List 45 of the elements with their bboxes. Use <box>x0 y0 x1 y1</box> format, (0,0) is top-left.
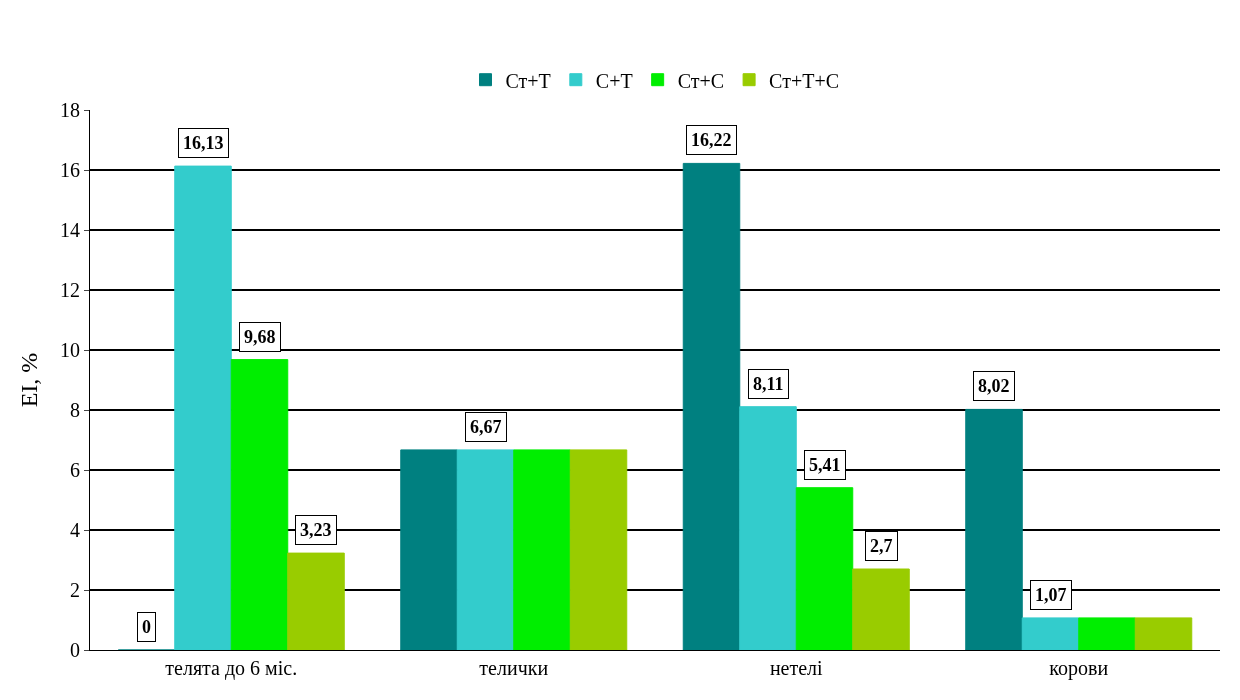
data-label: 3,23 <box>300 520 332 540</box>
y-tick-label: 2 <box>70 579 80 601</box>
legend-label: С+Т <box>595 69 633 92</box>
bar <box>852 568 910 650</box>
data-label: 8,02 <box>978 376 1010 396</box>
bar <box>795 487 854 650</box>
x-tick-label: телички <box>479 657 549 679</box>
y-tick-label: 10 <box>60 339 80 361</box>
y-tick-label: 16 <box>60 159 80 181</box>
bar <box>287 552 345 650</box>
bar <box>682 162 741 650</box>
bar <box>1134 617 1193 650</box>
x-tick-label: телята до 6 міс. <box>165 657 298 680</box>
y-tick-label: 12 <box>60 279 80 301</box>
bar <box>174 165 232 650</box>
data-label: 9,68 <box>244 327 276 347</box>
x-tick-label: корови <box>1049 657 1109 680</box>
y-tick-label: 4 <box>70 519 80 541</box>
bar <box>230 359 289 650</box>
bar <box>400 449 458 650</box>
legend-label: Ст+С <box>677 69 725 92</box>
bar <box>1078 617 1136 650</box>
y-axis-title: EI, % <box>16 352 43 408</box>
data-label: 0 <box>142 617 151 637</box>
y-tick-label: 6 <box>70 459 80 481</box>
x-tick-label: нетелі <box>769 657 824 679</box>
data-label: 8,11 <box>753 374 784 394</box>
data-label: 16,22 <box>691 130 732 150</box>
y-tick-label: 8 <box>70 399 80 421</box>
bar <box>569 449 628 650</box>
bar <box>1021 617 1080 650</box>
data-label: 1,07 <box>1035 585 1067 605</box>
y-tick-label: 18 <box>60 99 80 121</box>
data-label: 2,7 <box>870 536 893 556</box>
data-label: 16,13 <box>183 133 224 153</box>
y-tick-label: 0 <box>70 639 80 661</box>
bar <box>513 449 571 650</box>
data-label: 5,41 <box>809 455 841 475</box>
y-tick-label: 14 <box>60 219 80 241</box>
bar <box>456 449 515 650</box>
bar <box>739 406 797 650</box>
legend-label: Ст+Т <box>505 69 551 92</box>
bar <box>965 408 1023 650</box>
data-label: 6,67 <box>470 417 502 437</box>
legend-label: Ст+Т+С <box>769 69 840 92</box>
